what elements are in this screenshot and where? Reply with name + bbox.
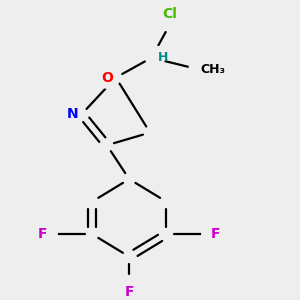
Text: Cl: Cl [162, 7, 177, 21]
Text: CH₃: CH₃ [200, 63, 226, 76]
Text: F: F [211, 227, 220, 241]
Text: O: O [101, 70, 113, 85]
Text: F: F [124, 285, 134, 299]
Text: F: F [38, 227, 47, 241]
Text: N: N [67, 107, 79, 121]
Text: H: H [158, 51, 168, 64]
